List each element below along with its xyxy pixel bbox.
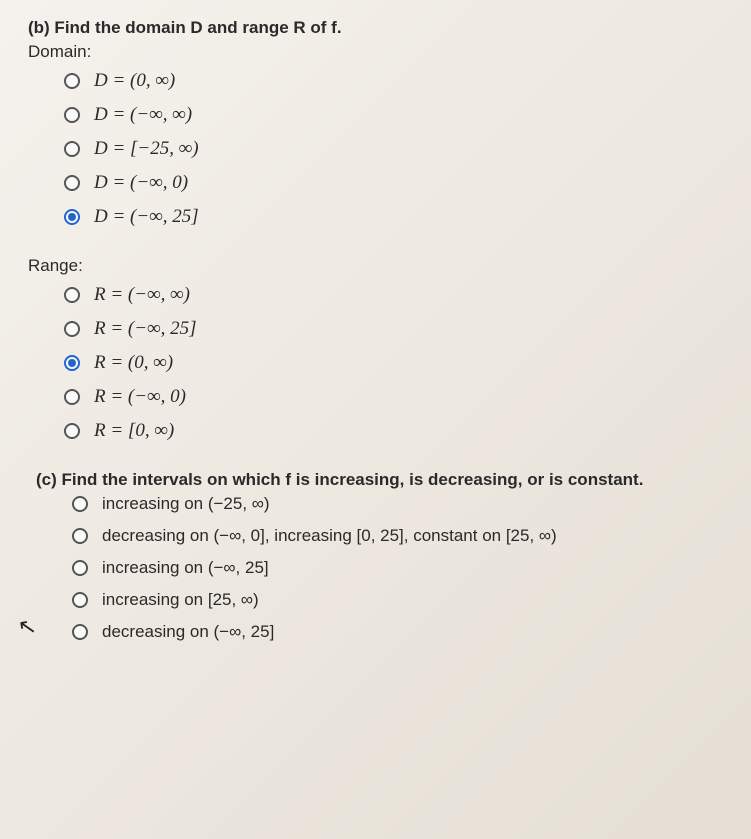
partc-option-4[interactable]: decreasing on (−∞, 25] xyxy=(72,622,723,642)
radio-icon[interactable] xyxy=(64,389,80,405)
range-label: Range: xyxy=(28,256,723,276)
radio-icon[interactable] xyxy=(64,175,80,191)
range-option-3[interactable]: R = (−∞, 0) xyxy=(64,386,723,408)
partc-option-1[interactable]: decreasing on (−∞, 0], increasing [0, 25… xyxy=(72,526,723,546)
radio-icon[interactable] xyxy=(64,107,80,123)
domain-option-3[interactable]: D = (−∞, 0) xyxy=(64,172,723,194)
domain-options: D = (0, ∞) D = (−∞, ∞) D = [−25, ∞) D = … xyxy=(28,70,723,228)
partc-options: increasing on (−25, ∞) decreasing on (−∞… xyxy=(28,494,723,642)
range-option-1[interactable]: R = (−∞, 25] xyxy=(64,318,723,340)
domain-option-2[interactable]: D = [−25, ∞) xyxy=(64,138,723,160)
option-label: R = (−∞, 0) xyxy=(94,386,186,408)
partc-option-2[interactable]: increasing on (−∞, 25] xyxy=(72,558,723,578)
range-option-0[interactable]: R = (−∞, ∞) xyxy=(64,284,723,306)
domain-label: Domain: xyxy=(28,42,723,62)
part-b-prompt: (b) Find the domain D and range R of f. xyxy=(28,18,723,38)
radio-icon[interactable] xyxy=(64,73,80,89)
part-c-prompt-text: (c) Find the intervals on which f is inc… xyxy=(36,470,643,489)
range-option-2[interactable]: R = (0, ∞) xyxy=(64,352,723,374)
range-option-4[interactable]: R = [0, ∞) xyxy=(64,420,723,442)
radio-icon[interactable] xyxy=(64,141,80,157)
option-label: increasing on [25, ∞) xyxy=(102,590,259,610)
option-label: increasing on (−∞, 25] xyxy=(102,558,269,578)
radio-icon[interactable] xyxy=(64,209,80,225)
radio-icon[interactable] xyxy=(72,528,88,544)
option-label: R = (−∞, ∞) xyxy=(94,284,190,306)
option-label: decreasing on (−∞, 25] xyxy=(102,622,274,642)
option-label: D = (−∞, 25] xyxy=(94,206,199,228)
domain-option-1[interactable]: D = (−∞, ∞) xyxy=(64,104,723,126)
option-label: R = (0, ∞) xyxy=(94,352,173,374)
radio-icon[interactable] xyxy=(64,423,80,439)
radio-icon[interactable] xyxy=(64,355,80,371)
part-b-prompt-text: (b) Find the domain D and range R of f. xyxy=(28,18,342,37)
option-label: D = [−25, ∞) xyxy=(94,138,199,160)
radio-icon[interactable] xyxy=(72,560,88,576)
option-label: D = (−∞, 0) xyxy=(94,172,188,194)
radio-icon[interactable] xyxy=(64,321,80,337)
domain-option-4[interactable]: D = (−∞, 25] xyxy=(64,206,723,228)
radio-icon[interactable] xyxy=(72,624,88,640)
part-c-prompt: (c) Find the intervals on which f is inc… xyxy=(28,470,723,490)
radio-icon[interactable] xyxy=(72,496,88,512)
option-label: increasing on (−25, ∞) xyxy=(102,494,270,514)
partc-option-0[interactable]: increasing on (−25, ∞) xyxy=(72,494,723,514)
option-label: D = (−∞, ∞) xyxy=(94,104,192,126)
range-options: R = (−∞, ∞) R = (−∞, 25] R = (0, ∞) R = … xyxy=(28,284,723,442)
option-label: decreasing on (−∞, 0], increasing [0, 25… xyxy=(102,526,557,546)
domain-option-0[interactable]: D = (0, ∞) xyxy=(64,70,723,92)
radio-icon[interactable] xyxy=(72,592,88,608)
partc-option-3[interactable]: increasing on [25, ∞) xyxy=(72,590,723,610)
radio-icon[interactable] xyxy=(64,287,80,303)
option-label: D = (0, ∞) xyxy=(94,70,175,92)
option-label: R = [0, ∞) xyxy=(94,420,174,442)
option-label: R = (−∞, 25] xyxy=(94,318,197,340)
